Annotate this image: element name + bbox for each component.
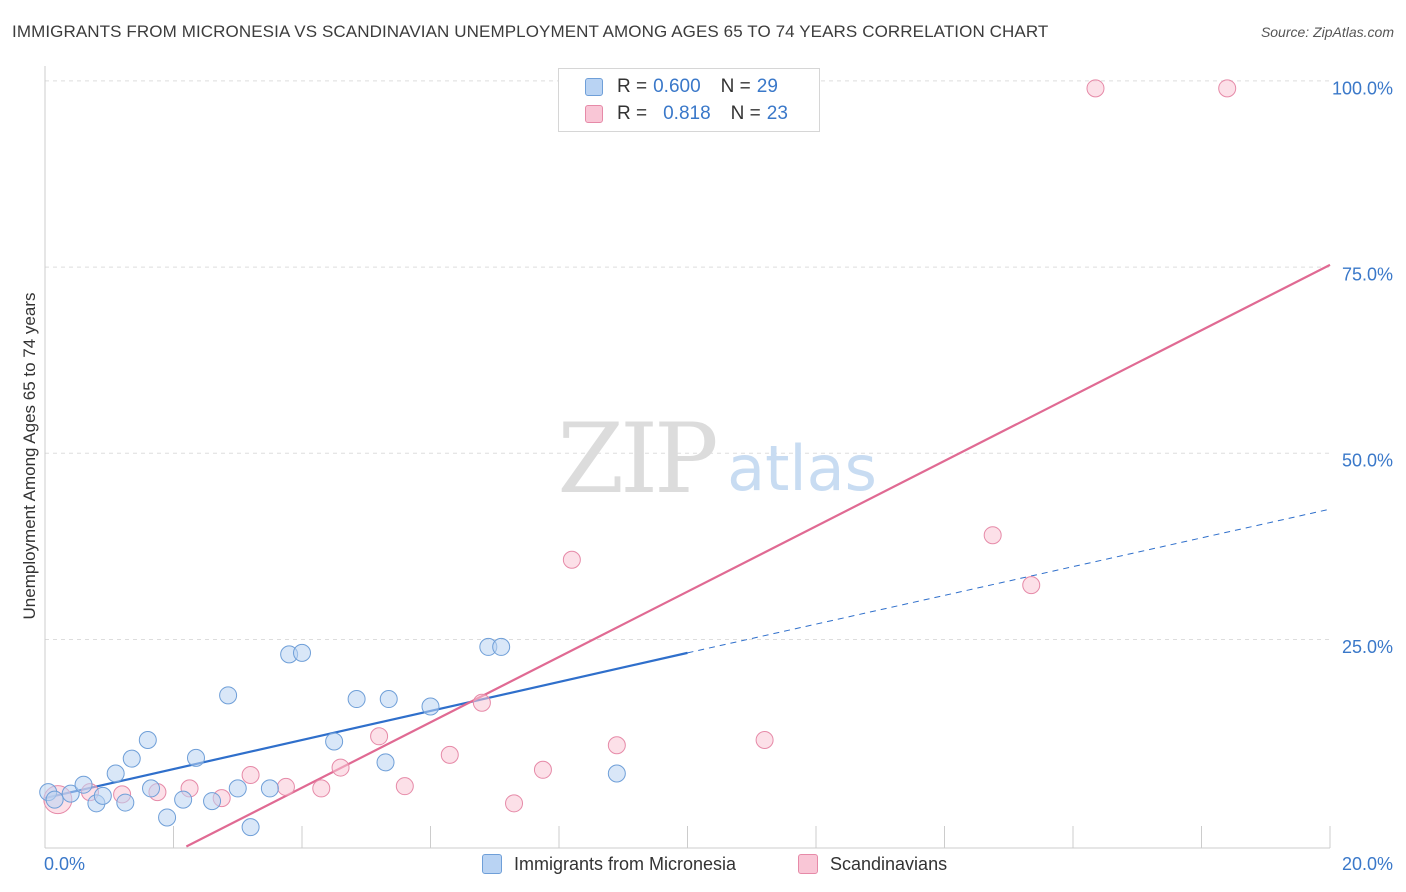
point-micronesia bbox=[186, 748, 205, 767]
trend-lines bbox=[44, 263, 1331, 848]
data-points bbox=[39, 79, 1237, 837]
point-micronesia bbox=[607, 764, 626, 783]
point-scandinavians bbox=[607, 736, 626, 755]
point-scandinavians bbox=[331, 758, 350, 777]
point-scandinavians bbox=[276, 777, 295, 796]
point-scandinavians bbox=[562, 550, 581, 569]
gridlines bbox=[45, 80, 1330, 640]
legend-n-value-micronesia: 29 bbox=[756, 76, 778, 97]
legend-swatch-micronesia bbox=[585, 78, 603, 96]
source-credit: Source: ZipAtlas.com bbox=[1260, 24, 1394, 40]
legend-r-label: R = bbox=[617, 76, 648, 97]
point-micronesia bbox=[45, 790, 64, 809]
legend-r-value-micronesia: 0.600 bbox=[653, 76, 701, 97]
x-tick-label: 20.0% bbox=[1342, 854, 1393, 874]
trend-line-micronesia-extension bbox=[687, 508, 1331, 654]
point-scandinavians bbox=[241, 766, 260, 785]
point-micronesia bbox=[379, 690, 398, 709]
y-tick-label: 75.0% bbox=[1342, 265, 1393, 285]
point-scandinavians bbox=[983, 526, 1002, 545]
point-micronesia bbox=[142, 779, 161, 798]
point-scandinavians bbox=[312, 779, 331, 798]
legend-n-value-scandinavians: 23 bbox=[766, 103, 788, 124]
bottom-legend-micronesia: Immigrants from Micronesia bbox=[482, 852, 736, 876]
point-micronesia bbox=[241, 818, 260, 837]
point-micronesia bbox=[138, 731, 157, 750]
point-scandinavians bbox=[505, 794, 524, 813]
bottom-legend-label-scandinavians: Scandinavians bbox=[830, 853, 948, 874]
point-scandinavians bbox=[440, 745, 459, 764]
legend-row-micronesia: R = 0.600 N = 29 bbox=[585, 75, 778, 99]
point-micronesia bbox=[74, 775, 93, 794]
stats-legend: R = 0.600 N = 29 R = 0.818 N = 23 bbox=[558, 68, 820, 132]
point-micronesia bbox=[228, 779, 247, 798]
point-scandinavians bbox=[1022, 576, 1041, 595]
y-tick-label: 100.0% bbox=[1332, 78, 1393, 98]
point-micronesia bbox=[492, 637, 511, 656]
bottom-legend-swatch-micronesia bbox=[482, 854, 502, 874]
y-tick-label: 25.0% bbox=[1342, 637, 1393, 657]
axes bbox=[44, 66, 1331, 849]
bottom-legend-swatch-scandinavians bbox=[798, 854, 818, 874]
watermark-zip: ZIP bbox=[557, 403, 716, 515]
point-micronesia bbox=[106, 764, 125, 783]
bottom-legend-scandinavians: Scandinavians bbox=[798, 852, 947, 876]
trend-line-scandinavians bbox=[185, 263, 1331, 848]
tick-labels: 100.0% 75.0% 50.0% 25.0% 0.0% 20.0% bbox=[44, 78, 1393, 874]
point-scandinavians bbox=[472, 693, 491, 712]
point-scandinavians bbox=[1218, 79, 1237, 98]
point-micronesia bbox=[421, 697, 440, 716]
point-micronesia bbox=[203, 792, 222, 811]
point-scandinavians bbox=[370, 727, 389, 746]
point-micronesia bbox=[293, 643, 311, 662]
x-tick-label: 0.0% bbox=[44, 854, 85, 874]
point-micronesia bbox=[116, 793, 135, 812]
legend-row-scandinavians: R = 0.818 N = 23 bbox=[585, 102, 788, 126]
point-micronesia bbox=[61, 784, 80, 803]
point-micronesia bbox=[219, 686, 238, 705]
legend-n-label: N = bbox=[720, 76, 751, 97]
trend-line-micronesia bbox=[44, 651, 688, 800]
point-scandinavians bbox=[533, 760, 552, 779]
y-tick-label: 50.0% bbox=[1342, 451, 1393, 471]
watermark: ZIP atlas bbox=[557, 403, 877, 515]
point-scandinavians bbox=[1086, 79, 1105, 98]
point-scandinavians bbox=[755, 731, 774, 750]
y-axis-label: Unemployment Among Ages 65 to 74 years bbox=[20, 292, 39, 620]
point-micronesia bbox=[260, 779, 279, 798]
legend-swatch-scandinavians bbox=[585, 105, 603, 123]
point-micronesia bbox=[174, 790, 193, 809]
legend-r-value-scandinavians: 0.818 bbox=[663, 103, 711, 124]
point-micronesia bbox=[347, 690, 366, 709]
point-micronesia bbox=[325, 732, 344, 751]
chart-title: IMMIGRANTS FROM MICRONESIA VS SCANDINAVI… bbox=[12, 22, 1049, 41]
point-micronesia bbox=[158, 808, 177, 827]
legend-n-label: N = bbox=[730, 103, 761, 124]
bottom-legend-label-micronesia: Immigrants from Micronesia bbox=[514, 853, 737, 874]
point-micronesia bbox=[122, 749, 141, 768]
point-micronesia bbox=[376, 753, 395, 772]
legend-r-label: R = bbox=[617, 103, 648, 124]
watermark-atlas: atlas bbox=[727, 432, 877, 505]
point-scandinavians bbox=[395, 777, 414, 796]
point-micronesia bbox=[93, 786, 112, 805]
